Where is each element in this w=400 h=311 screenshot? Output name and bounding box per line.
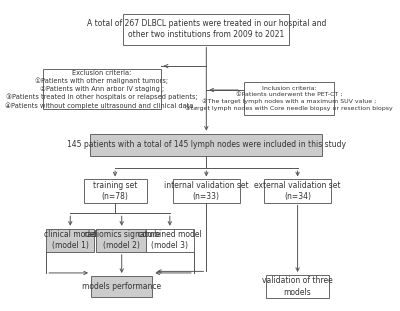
- Text: clinical model
(model 1): clinical model (model 1): [44, 230, 97, 250]
- FancyBboxPatch shape: [244, 82, 334, 115]
- FancyBboxPatch shape: [46, 229, 94, 252]
- FancyBboxPatch shape: [146, 229, 194, 252]
- Text: Inclusion criteria:
①Patients underwent the PET-CT ;
②The target lymph nodes wit: Inclusion criteria: ①Patients underwent …: [186, 86, 393, 111]
- Text: combined model
(model 3): combined model (model 3): [138, 230, 202, 250]
- FancyBboxPatch shape: [43, 69, 161, 109]
- Text: internal validation set
(n=33): internal validation set (n=33): [164, 181, 249, 201]
- Text: radiomics signature
(model 2): radiomics signature (model 2): [84, 230, 160, 250]
- Text: external validation set
(n=34): external validation set (n=34): [254, 181, 341, 201]
- FancyBboxPatch shape: [123, 14, 289, 44]
- FancyBboxPatch shape: [84, 179, 146, 202]
- Text: Exclusion criteria:
①Patients with other malignant tumors;
②Patients with Ann ar: Exclusion criteria: ①Patients with other…: [6, 70, 198, 109]
- Text: 145 patients with a total of 145 lymph nodes were included in this study: 145 patients with a total of 145 lymph n…: [67, 140, 346, 149]
- FancyBboxPatch shape: [264, 179, 331, 202]
- FancyBboxPatch shape: [266, 275, 329, 298]
- FancyBboxPatch shape: [96, 229, 148, 252]
- Text: A total of 267 DLBCL patients were treated in our hospital and
other two institu: A total of 267 DLBCL patients were treat…: [87, 19, 326, 39]
- Text: training set
(n=78): training set (n=78): [93, 181, 137, 201]
- FancyBboxPatch shape: [173, 179, 240, 202]
- Text: models performance: models performance: [82, 282, 161, 291]
- FancyBboxPatch shape: [90, 134, 322, 156]
- Text: validation of three
models: validation of three models: [262, 276, 333, 297]
- FancyBboxPatch shape: [91, 276, 152, 297]
